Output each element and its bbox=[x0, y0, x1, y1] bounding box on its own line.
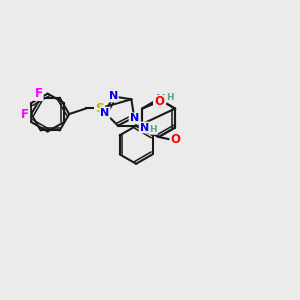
Text: H: H bbox=[166, 93, 173, 102]
Text: O: O bbox=[154, 95, 164, 108]
Text: N: N bbox=[100, 108, 109, 118]
Text: N: N bbox=[140, 122, 149, 133]
Text: F: F bbox=[21, 108, 29, 121]
Text: O: O bbox=[170, 134, 180, 146]
Text: N: N bbox=[130, 113, 139, 123]
Text: N: N bbox=[109, 92, 118, 101]
Text: N: N bbox=[156, 94, 165, 104]
Text: F: F bbox=[35, 87, 43, 100]
Text: H: H bbox=[149, 125, 157, 134]
Text: S: S bbox=[95, 102, 104, 115]
